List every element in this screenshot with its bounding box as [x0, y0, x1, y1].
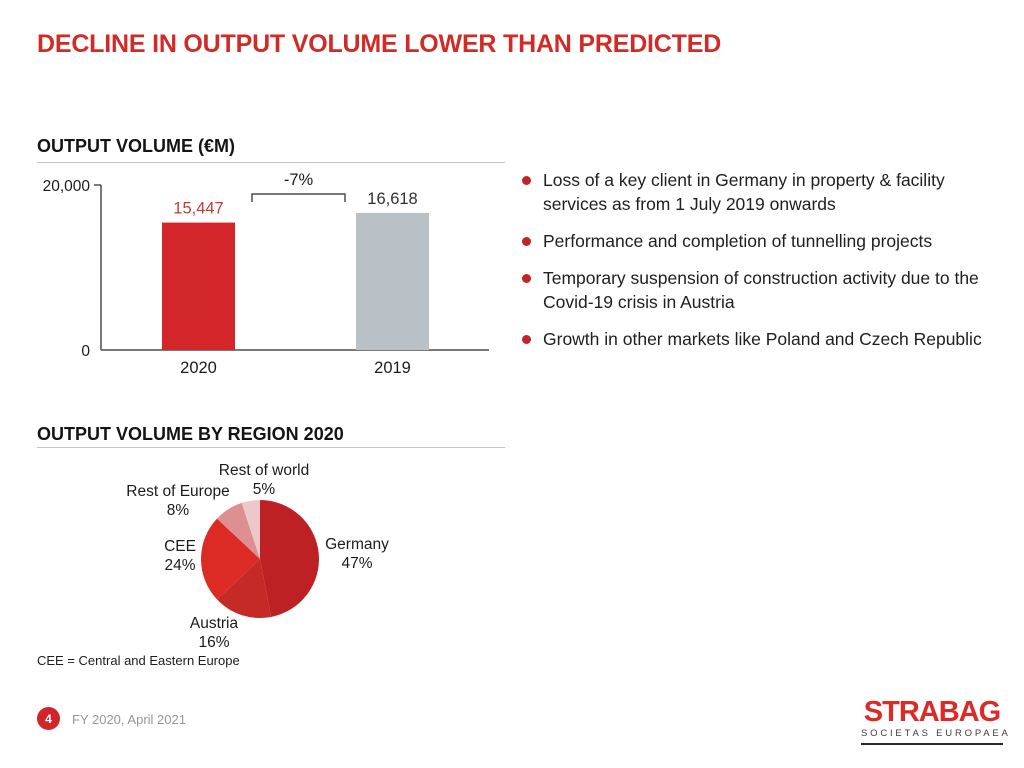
logo-underline: [861, 743, 1003, 745]
pie-slice-rest-of-world: [241, 500, 260, 559]
bar-category-label: 2019: [374, 359, 411, 377]
cee-footnote: CEE = Central and Eastern Europe: [37, 653, 240, 668]
pie-label-pct: 8%: [167, 502, 190, 519]
bullet-text: Growth in other markets like Poland and …: [543, 329, 982, 349]
bullet-dot-icon: [522, 237, 531, 246]
pie-label-pct: 16%: [198, 634, 229, 651]
pie-label-pct: 47%: [341, 555, 372, 572]
bullet-text: Performance and completion of tunnelling…: [543, 231, 933, 251]
y-tick-label-zero: 0: [81, 343, 90, 360]
y-tick-label-max: 20,000: [43, 178, 91, 195]
output-volume-region-pie-chart: Germany 47% Austria 16% CEE 24% Rest of Europe…: [126, 462, 389, 651]
pie-label-name: Rest of Europe: [126, 483, 229, 500]
footer-date: FY 2020, April 2021: [72, 712, 186, 727]
bar-value-label: 15,447: [173, 200, 223, 218]
pie-chart-section-title: OUTPUT VOLUME BY REGION 2020: [37, 424, 344, 444]
pie-label-name: Austria: [190, 615, 239, 632]
change-bracket: [251, 193, 346, 202]
bullet-dot-icon: [522, 335, 531, 344]
logo-subtitle: SOCIETAS EUROPAEA: [861, 728, 1011, 739]
pie-label-pct: 24%: [164, 557, 195, 574]
bar-category-label: 2020: [180, 359, 217, 377]
strabag-logo: STRABAG SOCIETAS EUROPAEA: [861, 696, 1011, 745]
logo-wordmark: STRABAG: [863, 696, 1001, 728]
pie-slice-cee: [200, 518, 260, 600]
key-points-list: Loss of a key client in Germany in prope…: [520, 168, 998, 364]
pie-label-name: Rest of world: [219, 462, 309, 479]
pie-label-pct: 5%: [253, 481, 276, 498]
bullet-item: Temporary suspension of construction act…: [520, 266, 998, 314]
bullet-dot-icon: [522, 274, 531, 283]
page-number-badge: 4: [37, 707, 60, 730]
pie-slice-germany: [260, 500, 319, 617]
bullet-text: Loss of a key client in Germany in prope…: [543, 170, 945, 214]
pie-label-name: Germany: [325, 536, 389, 553]
bullet-dot-icon: [522, 176, 531, 185]
section-divider: [37, 162, 505, 163]
bullet-text: Temporary suspension of construction act…: [543, 268, 979, 312]
bar-2019: [356, 212, 429, 350]
bullet-item: Loss of a key client in Germany in prope…: [520, 168, 998, 216]
bar-value-label: 16,618: [367, 190, 417, 208]
bullet-item: Performance and completion of tunnelling…: [520, 229, 998, 253]
pie-slice-rest-of-europe: [216, 502, 260, 559]
bullet-item: Growth in other markets like Poland and …: [520, 327, 998, 351]
bar-chart-section-title: OUTPUT VOLUME (€M): [37, 136, 235, 156]
change-annotation: -7%: [284, 171, 314, 189]
pie-label-name: CEE: [164, 538, 196, 555]
pie-slice-austria: [216, 559, 272, 618]
output-volume-bar-chart: 20,000 0 15,447 2020 16,618 2019 -7%: [43, 171, 489, 377]
section-divider: [37, 447, 505, 448]
page-title: DECLINE IN OUTPUT VOLUME LOWER THAN PRED…: [37, 30, 722, 58]
bar-2020: [162, 222, 235, 350]
